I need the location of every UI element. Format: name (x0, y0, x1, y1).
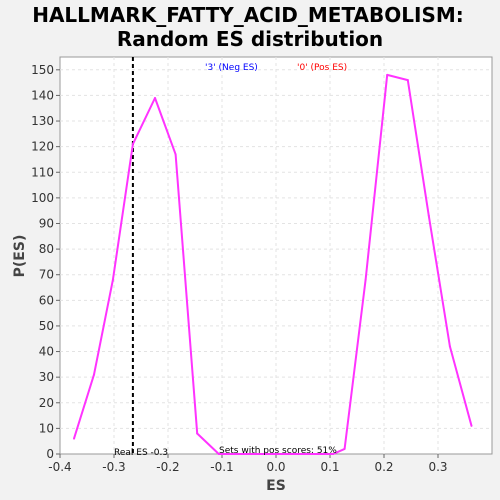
x-tick-label: 0.3 (428, 460, 447, 474)
es-data-point (364, 278, 367, 281)
x-tick-label: 0.2 (374, 460, 393, 474)
y-tick-label: 100 (31, 191, 54, 205)
es-data-point (343, 447, 346, 450)
es-data-point (427, 214, 430, 217)
es-data-point (196, 432, 199, 435)
y-tick-label: 50 (39, 319, 54, 333)
es-data-point (131, 143, 134, 146)
y-tick-label: 40 (39, 345, 54, 359)
es-data-point (448, 345, 451, 348)
x-tick-label: -0.3 (102, 460, 125, 474)
es-data-point (174, 153, 177, 156)
y-tick-label: 20 (39, 396, 54, 410)
y-tick-label: 70 (39, 268, 54, 282)
es-data-point (470, 424, 473, 427)
y-tick-label: 120 (31, 140, 54, 154)
x-axis-label: ES (266, 478, 286, 494)
series-group (73, 73, 473, 455)
y-tick-label: 30 (39, 370, 54, 384)
legend-pos-es: '0' (Pos ES) (297, 63, 347, 73)
es-data-point (406, 79, 409, 82)
y-tick-label: 110 (31, 165, 54, 179)
y-tick-label: 90 (39, 216, 54, 230)
y-tick-label: 150 (31, 63, 54, 77)
real-es-label: Real ES -0.3 (114, 448, 168, 458)
es-data-point (73, 437, 76, 440)
pos-scores-annotation: Sets with pos scores: 51% (219, 446, 337, 456)
x-tick-label: -0.2 (156, 460, 179, 474)
x-tick-label: 0.0 (266, 460, 285, 474)
es-data-point (217, 453, 220, 455)
es-data-point (93, 373, 96, 376)
x-tick-label: -0.4 (48, 460, 71, 474)
y-axis: 0 10 20 30 40 50 60 70 80 90 100 110 120 130 140 150 (31, 63, 60, 461)
y-tick-label: 80 (39, 242, 54, 256)
es-data-point (332, 453, 335, 455)
es-data-point (154, 96, 157, 99)
y-tick-label: 60 (39, 293, 54, 307)
x-tick-label: -0.1 (210, 460, 233, 474)
es-data-point (310, 453, 313, 455)
es-data-point (386, 73, 389, 76)
x-axis: -0.4 -0.3 -0.2 -0.1 0.0 0.1 0.2 0.3 (48, 454, 448, 474)
x-tick-label: 0.1 (320, 460, 339, 474)
y-tick-label: 130 (31, 114, 54, 128)
y-tick-label: 10 (39, 421, 54, 435)
y-tick-label: 0 (46, 447, 54, 461)
y-tick-label: 140 (31, 88, 54, 102)
es-data-point (275, 453, 277, 455)
y-axis-label: P(ES) (12, 235, 28, 278)
legend-neg-es: '3' (Neg ES) (205, 63, 258, 73)
es-data-point (239, 453, 242, 455)
chart-title-line-2: Random ES distribution (117, 27, 383, 51)
chart-title-line-1: HALLMARK_FATTY_ACID_METABOLISM: (32, 3, 464, 27)
es-data-point (111, 278, 114, 281)
